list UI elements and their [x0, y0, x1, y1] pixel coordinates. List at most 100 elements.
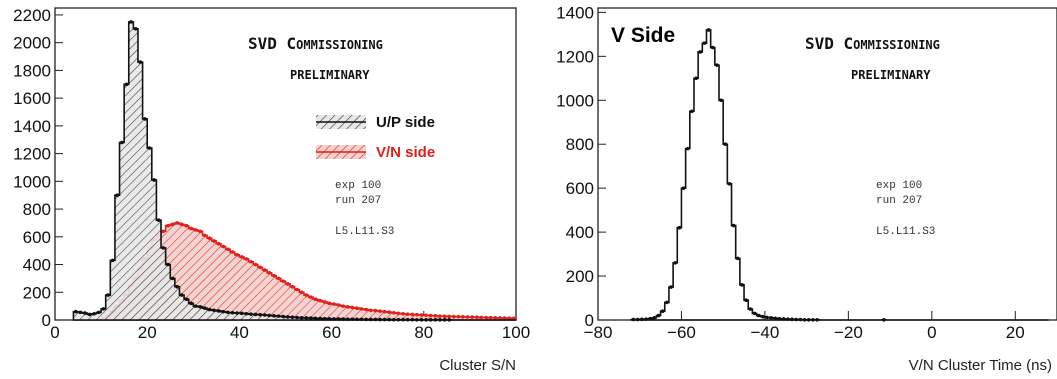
data-point	[368, 308, 373, 313]
data-point	[447, 318, 451, 322]
left-exp-label: exp 100	[335, 180, 381, 192]
data-point	[479, 315, 484, 320]
data-point	[669, 285, 673, 289]
right-panel: 0 200 400 600 800 1000 1200 1400 −80 −60 −40 −20 0 2…	[556, 3, 1057, 374]
data-point	[773, 316, 778, 321]
data-point	[309, 295, 313, 299]
data-point	[364, 307, 368, 312]
data-point	[267, 271, 272, 275]
data-point	[355, 317, 359, 322]
y-tick-label: 600	[23, 228, 51, 247]
y-tick-label: 0	[585, 311, 594, 330]
data-point	[656, 313, 661, 318]
data-point	[129, 20, 133, 24]
data-point	[120, 140, 124, 145]
data-point	[781, 317, 786, 321]
data-point	[281, 314, 285, 319]
right-y-axis: 0 200 400 600 800 1000 1200 1400	[556, 3, 606, 330]
left-legend: U/P side V/N side	[316, 114, 435, 161]
data-point	[756, 313, 761, 318]
data-point	[299, 290, 304, 295]
data-point	[239, 311, 244, 316]
data-point	[207, 236, 212, 240]
data-point	[484, 315, 488, 320]
data-point	[345, 317, 350, 321]
data-point	[345, 305, 350, 309]
data-point	[401, 317, 405, 322]
data-point	[327, 301, 332, 306]
data-point	[424, 318, 428, 322]
data-point	[744, 298, 748, 303]
data-point	[447, 314, 451, 319]
right-plot-frame	[597, 7, 1057, 321]
data-point	[281, 279, 285, 283]
data-point	[230, 250, 235, 254]
data-point	[373, 308, 378, 313]
y-tick-label: 1400	[13, 117, 51, 136]
data-point	[811, 317, 815, 322]
x-tick-label: 20	[138, 323, 157, 342]
data-point	[258, 265, 262, 270]
data-point	[189, 226, 193, 231]
left-title-line2: PRELIMINARY	[290, 68, 370, 82]
y-tick-label: 600	[566, 179, 594, 198]
x-tick-label: 100	[502, 323, 530, 342]
data-point	[359, 317, 364, 322]
y-tick-label: 800	[23, 200, 51, 219]
series-line	[72, 21, 516, 321]
data-point	[341, 304, 345, 308]
data-point	[368, 317, 373, 322]
data-point	[382, 317, 387, 322]
y-tick-label: 200	[566, 267, 594, 286]
data-point	[498, 316, 502, 320]
y-tick-label: 2000	[13, 34, 51, 53]
data-point	[267, 313, 272, 318]
data-point	[193, 228, 198, 232]
data-point	[147, 146, 152, 150]
data-point	[322, 300, 327, 304]
data-point	[203, 306, 207, 311]
data-point	[631, 317, 636, 322]
data-point	[502, 316, 507, 320]
data-point	[143, 117, 147, 121]
data-point	[175, 284, 179, 289]
left-y-axis: 0 200 400 600 800 1000 1200 1400 1600 1800 2000 220…	[13, 6, 63, 330]
data-point	[226, 247, 230, 252]
data-point	[350, 317, 355, 321]
data-point	[272, 273, 276, 278]
data-point	[101, 307, 106, 311]
y-tick-label: 1000	[556, 91, 594, 110]
data-point	[723, 142, 728, 147]
data-point	[401, 311, 405, 316]
legend-label-vn: V/N side	[376, 144, 435, 161]
data-point	[410, 317, 415, 322]
data-point	[262, 313, 267, 317]
data-point	[424, 313, 428, 318]
data-point	[313, 316, 318, 321]
right-x-axis: −80 −60 −40 −20 0 20	[584, 311, 1025, 342]
data-point	[235, 253, 239, 257]
data-point	[786, 317, 790, 321]
data-point	[710, 45, 715, 50]
data-point	[309, 316, 313, 320]
data-point	[244, 311, 249, 316]
y-tick-label: 1200	[556, 47, 594, 66]
y-tick-label: 1400	[556, 3, 594, 22]
data-point	[410, 312, 415, 317]
data-point	[396, 311, 401, 316]
series-line	[630, 29, 1049, 321]
data-point	[258, 312, 262, 317]
data-point	[152, 178, 156, 182]
data-point	[106, 293, 110, 297]
data-point	[249, 259, 253, 264]
data-point	[290, 315, 295, 320]
data-point	[262, 268, 267, 272]
data-point	[507, 316, 511, 320]
data-point	[124, 82, 129, 87]
data-point	[179, 222, 184, 227]
x-tick-label: 40	[230, 323, 249, 342]
y-tick-label: 200	[23, 283, 51, 302]
data-point	[290, 284, 295, 289]
y-tick-label: 0	[42, 311, 51, 330]
